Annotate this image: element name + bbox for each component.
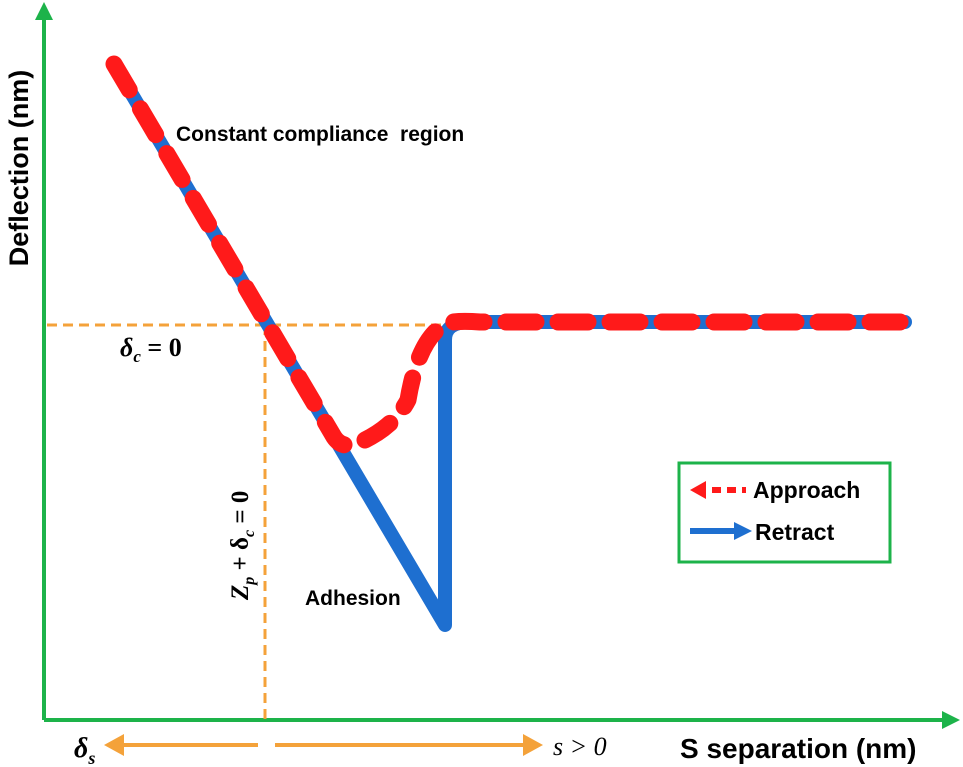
legend: Approach Retract [677, 461, 892, 564]
delta-c-equals-zero: δc = 0 [120, 333, 182, 366]
legend-retract-label: Retract [755, 519, 835, 545]
zp-plus-delta-c-equals-zero: Zp + δc = 0 [227, 491, 258, 601]
constant-compliance-label: Constant compliance region [176, 123, 464, 146]
axes [35, 2, 960, 729]
legend-approach-arrowhead-icon [690, 481, 706, 499]
approach-curve [105, 55, 914, 454]
s-positive-arrowhead [523, 734, 543, 756]
delta-s-arrowhead [104, 734, 124, 756]
x-axis-label: S separation (nm) [680, 733, 916, 764]
y-axis-arrowhead [35, 2, 53, 20]
separation-arrows [104, 734, 543, 756]
x-axis-arrowhead [942, 711, 960, 729]
legend-retract-arrowhead-icon [734, 522, 752, 540]
adhesion-label: Adhesion [305, 587, 401, 610]
s-positive-label: s > 0 [553, 732, 607, 761]
delta-s-label: δs [74, 733, 95, 767]
y-axis-label: Deflection (nm) [4, 70, 34, 267]
reference-guides [47, 323, 445, 720]
legend-approach-label: Approach [753, 477, 860, 503]
legend-box [677, 461, 892, 564]
